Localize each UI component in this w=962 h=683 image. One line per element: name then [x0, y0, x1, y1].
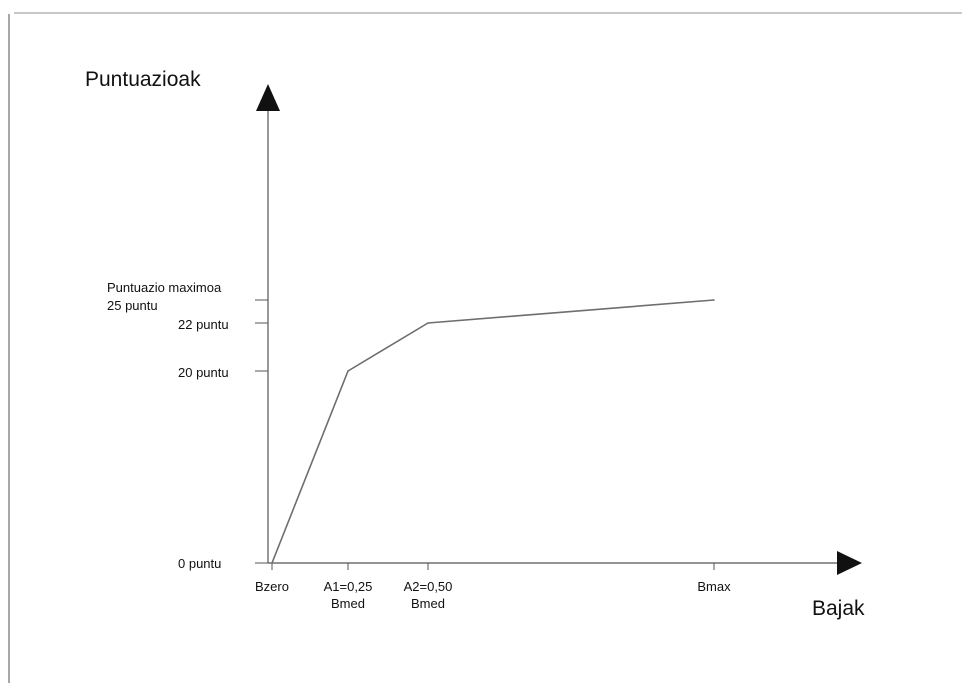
x-tick-label: Bmed — [411, 596, 445, 611]
series-line — [271, 299, 715, 564]
x-axis-title: Bajak — [812, 597, 865, 620]
x-tick-label: Bzero — [255, 579, 289, 594]
y-tick-label: 0 puntu — [178, 556, 221, 571]
y-axis-arrow — [256, 84, 280, 111]
series-point — [271, 562, 273, 564]
y-tick-label: 20 puntu — [178, 365, 229, 380]
x-tick-label: A2=0,50 — [404, 579, 453, 594]
tick-group: Bzero A1=0,25 Bmed A2=0,50 Bmed Bmax 0 puntu 20… — [107, 280, 731, 611]
y-tick-label: 25 puntu — [107, 298, 158, 313]
y-tick-label: Puntuazio maximoa — [107, 280, 222, 295]
x-axis-arrow — [837, 551, 862, 575]
series-point — [713, 299, 715, 301]
x-tick-label: Bmed — [331, 596, 365, 611]
y-axis-title: Puntuazioak — [85, 68, 201, 91]
y-tick-label: 22 puntu — [178, 317, 229, 332]
series-point — [347, 370, 349, 372]
series-point — [427, 322, 429, 324]
x-tick-label: A1=0,25 — [324, 579, 373, 594]
x-tick-label: Bmax — [697, 579, 731, 594]
series-group — [271, 299, 715, 564]
